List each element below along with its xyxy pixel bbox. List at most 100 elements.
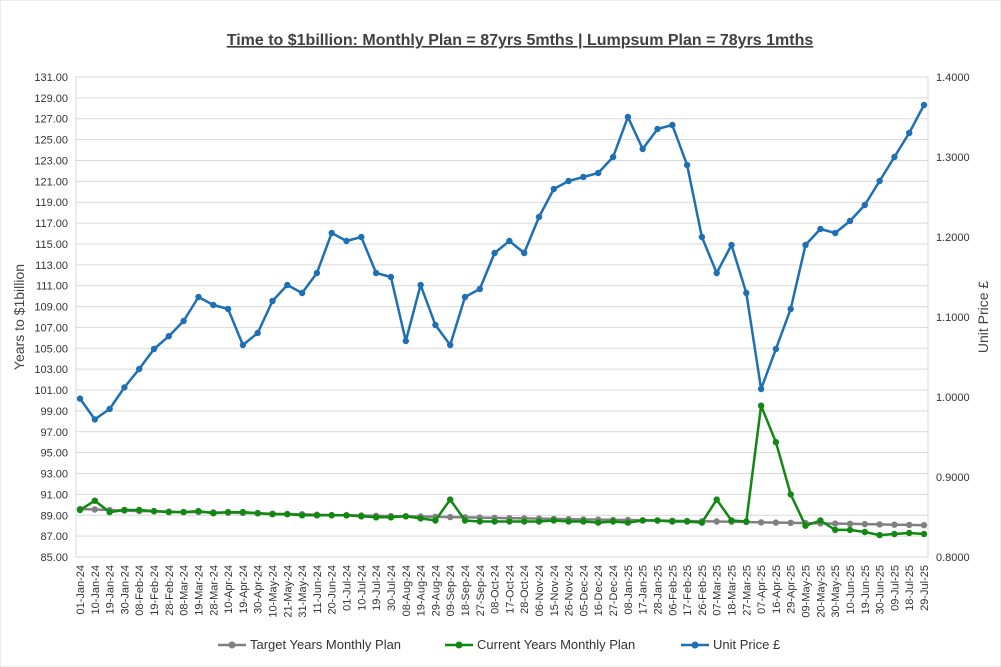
data-point xyxy=(91,416,99,423)
data-point xyxy=(757,519,765,526)
data-point xyxy=(136,365,143,373)
x-tick-label: 20-May-25 xyxy=(815,565,827,618)
data-point xyxy=(817,225,824,233)
data-point xyxy=(698,233,706,241)
data-point xyxy=(787,491,794,498)
legend-item-current: Current Years Monthly Plan xyxy=(445,637,635,652)
data-point xyxy=(891,530,898,538)
x-tick-label: 31-May-24 xyxy=(297,565,309,618)
data-point xyxy=(254,510,261,517)
data-point xyxy=(550,517,557,524)
y-tick-label: 109.00 xyxy=(34,302,68,314)
data-point xyxy=(891,521,898,528)
data-point xyxy=(491,249,498,257)
data-point xyxy=(372,269,380,277)
data-point xyxy=(180,317,187,325)
legend-label-unit-price: Unit Price £ xyxy=(713,637,781,652)
data-point xyxy=(269,511,276,518)
x-tick-label: 19-Apr-24 xyxy=(238,565,250,614)
x-tick-label: 10-Jul-24 xyxy=(356,565,368,611)
y-tick-label: 89.00 xyxy=(40,510,68,522)
y-tick-label: 119.00 xyxy=(35,197,68,209)
data-point xyxy=(535,213,543,221)
x-tick-label: 29-Jul-25 xyxy=(919,565,931,611)
data-point xyxy=(565,177,572,185)
data-point xyxy=(210,510,217,517)
data-point xyxy=(728,241,735,249)
x-tick-label: 01-Jul-24 xyxy=(342,565,354,611)
data-point xyxy=(506,518,513,525)
x-tick-label: 06-Nov-24 xyxy=(534,565,546,616)
data-point xyxy=(165,333,172,340)
data-point xyxy=(595,169,602,177)
data-point xyxy=(447,513,454,521)
data-point xyxy=(387,273,395,281)
x-tick-label: 28-Feb-24 xyxy=(164,565,176,616)
data-point xyxy=(832,229,839,237)
y-tick-label: 101.00 xyxy=(34,385,68,397)
data-point xyxy=(654,517,661,524)
right-axis-ticks: 0.8000 0.9000 1.0000 1.1000 1.2000 1.3000 1.40… xyxy=(936,72,970,564)
y-tick-label: 85.00 xyxy=(40,552,68,564)
data-point xyxy=(432,321,439,329)
data-point xyxy=(150,345,158,353)
y2-tick-label: 1.4000 xyxy=(936,72,970,84)
legend-marker-unit-price xyxy=(691,641,699,649)
data-point xyxy=(239,508,247,516)
data-point xyxy=(683,161,691,169)
x-tick-label: 16-Apr-25 xyxy=(771,565,783,614)
data-point xyxy=(580,518,587,525)
y-tick-label: 121.00 xyxy=(34,176,68,188)
x-tick-label: 09-May-25 xyxy=(801,565,813,618)
data-point xyxy=(224,508,232,516)
y-tick-label: 129.00 xyxy=(34,93,68,105)
y-tick-label: 115.00 xyxy=(35,239,68,251)
x-tick-label: 07-Mar-25 xyxy=(712,565,724,616)
x-tick-label: 27-Sep-24 xyxy=(475,565,487,616)
data-point xyxy=(387,514,395,521)
data-point xyxy=(639,517,646,524)
data-point xyxy=(402,513,409,520)
y-tick-label: 113.00 xyxy=(35,260,68,272)
x-tick-label: 08-Mar-24 xyxy=(179,565,191,616)
data-point xyxy=(136,506,143,514)
data-point xyxy=(802,241,809,249)
y2-tick-label: 0.8000 xyxy=(936,552,970,564)
chart-title: Time to $1billion: Monthly Plan = 87yrs … xyxy=(227,32,814,49)
data-point xyxy=(195,293,202,301)
x-tick-label: 07-Apr-25 xyxy=(756,565,768,614)
x-tick-label: 29-Aug-24 xyxy=(430,565,442,616)
y2-tick-label: 1.0000 xyxy=(936,392,970,404)
y2-tick-label: 1.1000 xyxy=(936,312,970,324)
data-point xyxy=(372,514,380,521)
data-point xyxy=(313,512,321,519)
data-point xyxy=(476,285,483,293)
data-point xyxy=(713,269,720,277)
data-point xyxy=(447,496,454,503)
data-point xyxy=(269,297,276,305)
series-line xyxy=(79,404,925,537)
x-tick-label: 16-Dec-24 xyxy=(593,565,605,616)
y-tick-label: 93.00 xyxy=(40,469,68,481)
data-point xyxy=(150,507,158,515)
data-point xyxy=(195,507,202,515)
x-tick-label: 19-Aug-24 xyxy=(416,565,428,616)
data-point xyxy=(639,145,646,153)
y-tick-label: 131.00 xyxy=(34,72,68,84)
data-point xyxy=(417,281,424,289)
data-point xyxy=(861,201,868,209)
y-tick-label: 99.00 xyxy=(40,406,68,418)
data-point xyxy=(876,521,883,528)
legend-marker-current xyxy=(455,641,463,649)
data-point xyxy=(328,512,335,519)
data-point xyxy=(728,517,735,524)
x-tick-label: 06-Feb-25 xyxy=(667,565,679,616)
x-axis-ticks: 01-Jan-24 10-Jan-24 19-Jan-24 30-Jan-24 08-F… xyxy=(75,565,931,618)
x-tick-label: 17-Oct-24 xyxy=(504,565,516,614)
data-point xyxy=(476,518,483,525)
data-point xyxy=(669,121,676,129)
series-2 xyxy=(76,101,928,423)
data-point xyxy=(669,518,676,525)
data-point xyxy=(165,508,172,516)
